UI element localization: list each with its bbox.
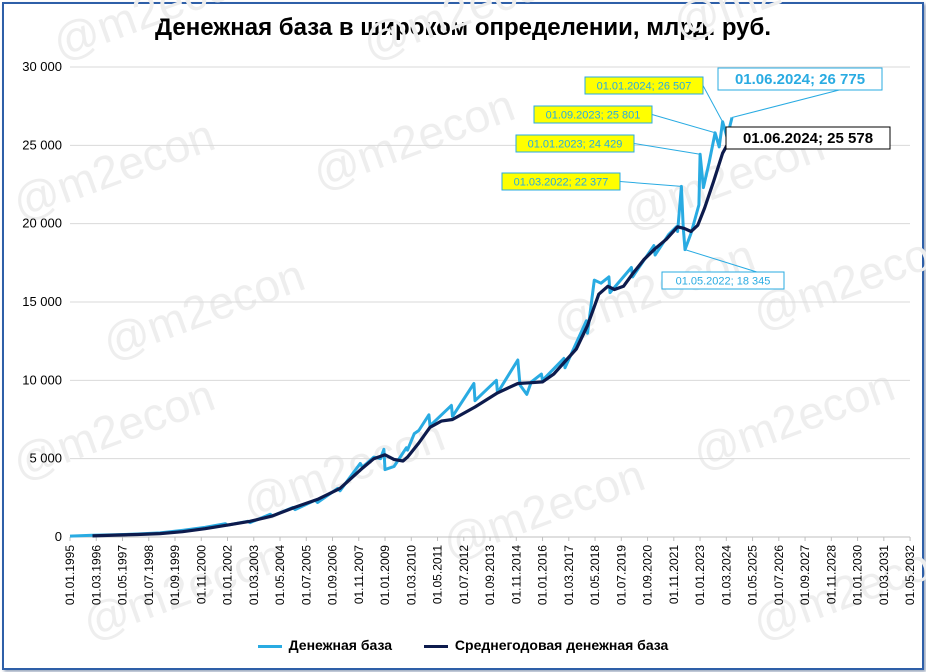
annotation-label: 01.06.2024; 26 775 <box>735 71 865 88</box>
y-tick-label: 5 000 <box>29 451 62 466</box>
annotation-leader <box>633 143 701 155</box>
y-tick-label: 0 <box>55 529 62 544</box>
x-tick-label: 01.07.2005 <box>299 545 313 605</box>
x-tick-label: 01.01.2016 <box>536 545 550 605</box>
x-tick-label: 01.05.2018 <box>588 545 602 605</box>
annotation-leader <box>619 181 682 187</box>
annotation-leader <box>702 85 723 122</box>
x-tick-label: 01.11.2014 <box>509 545 523 604</box>
y-tick-label: 15 000 <box>22 294 62 309</box>
x-tick-label: 01.07.2012 <box>457 545 471 605</box>
x-tick-label: 01.01.2030 <box>851 545 865 605</box>
annotation-label: 01.09.2023; 25 801 <box>546 110 641 122</box>
x-tick-label: 01.01.1995 <box>63 545 77 605</box>
x-tick-label: 01.07.1998 <box>142 545 156 605</box>
x-tick-label: 01.03.2031 <box>877 545 891 605</box>
annotation-label: 01.01.2023; 24 429 <box>528 139 623 151</box>
x-tick-label: 01.09.2020 <box>641 545 655 605</box>
y-tick-label: 20 000 <box>22 216 62 231</box>
annotation-box <box>515 134 635 153</box>
x-tick-label: 01.03.2017 <box>562 545 576 605</box>
series-line-money-base <box>69 117 734 538</box>
y-tick-label: 25 000 <box>22 137 62 152</box>
x-tick-label: 01.03.2024 <box>719 545 733 605</box>
annotation-box <box>533 105 653 124</box>
x-tick-label: 01.05.2011 <box>431 545 445 604</box>
annotation-label: 01.06.2024; 25 578 <box>743 130 873 147</box>
x-tick-label: 01.09.1999 <box>168 545 182 605</box>
annotation-layer: 01.01.2024; 26 507 01.09.2023; 25 801 01.0… <box>501 67 891 290</box>
y-tick-label: 10 000 <box>22 372 62 387</box>
chart-title: Денежная база в широком определении, млр… <box>154 14 772 41</box>
annotation-box <box>725 126 891 150</box>
x-tick-label: 01.11.2000 <box>194 545 208 604</box>
y-tick-label: 30 000 <box>22 59 62 74</box>
legend: Денежная база Среднегодовая денежная баз… <box>0 636 926 653</box>
legend-item-average-base: Среднегодовая денежная база <box>423 637 669 654</box>
x-tick-label: 01.05.2025 <box>746 545 760 605</box>
x-tick-label: 01.11.2028 <box>824 545 838 604</box>
x-tick-label: 01.09.2006 <box>326 545 340 605</box>
x-tick-label: 01.05.2032 <box>903 545 917 605</box>
x-tick-label: 01.01.2009 <box>378 545 392 605</box>
x-tick-label: 01.07.2019 <box>614 545 628 605</box>
annotation-box <box>661 271 785 290</box>
x-tick-label: 01.03.1996 <box>89 545 103 605</box>
series-line-average-base <box>92 135 734 538</box>
series-layer <box>69 117 734 538</box>
annotation-box <box>501 172 621 191</box>
legend-label-money-base: Денежная база <box>288 637 393 654</box>
x-tick-label: 01.05.1997 <box>116 545 130 605</box>
annotation-leader <box>651 114 716 134</box>
legend-swatch-money-base <box>257 645 282 649</box>
x-tick-label: 01.09.2013 <box>483 545 497 605</box>
y-axis-ticks: 0 5 000 10 000 15 000 20 000 25 000 30 000 <box>22 59 62 544</box>
x-tick-label: 01.05.2004 <box>273 545 287 605</box>
legend-swatch-average-base <box>423 645 448 649</box>
annotation-label: 01.01.2024; 26 507 <box>597 81 692 93</box>
legend-item-money-base: Денежная база <box>257 637 393 654</box>
annotation-label: 01.05.2022; 18 345 <box>676 276 771 288</box>
annotation-box <box>717 67 883 91</box>
x-tick-label: 01.11.2021 <box>667 545 681 604</box>
x-tick-label: 01.01.2002 <box>221 545 235 605</box>
x-tick-label: 01.03.2010 <box>404 545 418 605</box>
x-axis-ticks: 01.01.1995 01.03.1996 01.05.1997 01.07.1998… <box>63 537 917 605</box>
x-tick-label: 01.11.2007 <box>352 545 366 604</box>
x-tick-label: 01.09.2027 <box>798 545 812 605</box>
legend-label-average-base: Среднегодовая денежная база <box>454 637 669 654</box>
x-tick-label: 01.07.2026 <box>772 545 786 605</box>
x-tick-label: 01.01.2023 <box>693 545 707 605</box>
x-tick-label: 01.03.2003 <box>247 545 261 605</box>
annotation-box <box>584 76 704 95</box>
annotation-label: 01.03.2022; 22 377 <box>514 177 609 189</box>
